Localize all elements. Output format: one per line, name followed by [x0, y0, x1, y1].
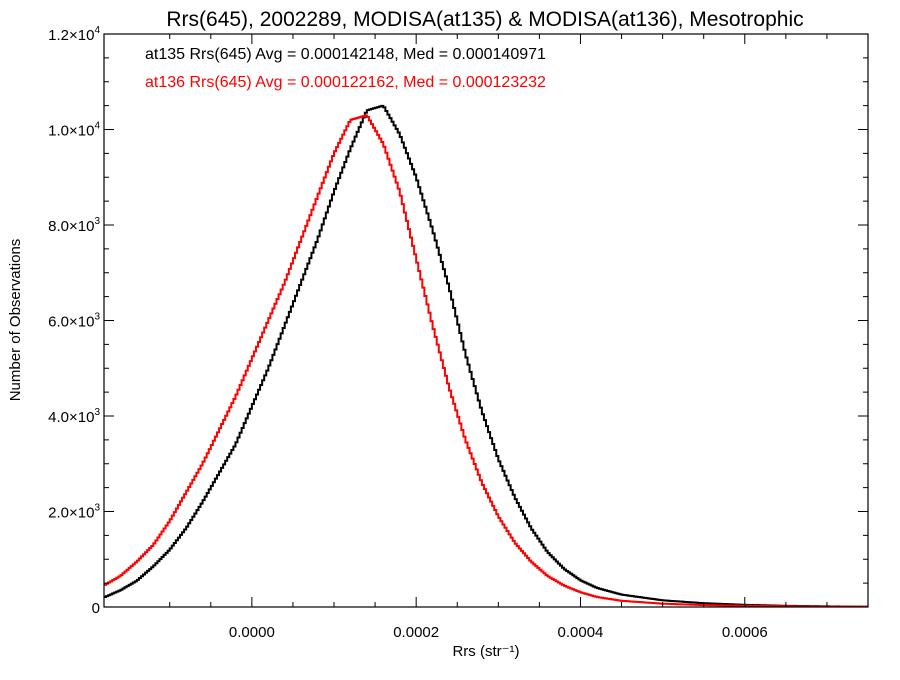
series-line-at136: [104, 114, 868, 607]
x-tick-label: 0.0002: [393, 624, 439, 641]
legend-entry-at135: at135 Rrs(645) Avg = 0.000142148, Med = …: [145, 46, 546, 63]
y-tick-label: 1.0×104: [48, 121, 100, 140]
y-tick-label: 8.0×103: [48, 216, 100, 235]
y-tick-label: 2.0×103: [48, 503, 100, 522]
x-tick-label: 0.0006: [722, 624, 768, 641]
y-tick-label: 1.2×104: [48, 25, 100, 44]
chart-title: Rrs(645), 2002289, MODISA(at135) & MODIS…: [166, 8, 803, 31]
x-axis-label: Rrs (str⁻¹): [452, 643, 519, 660]
y-tick-label: 0: [92, 600, 100, 617]
legend-entry-at136: at136 Rrs(645) Avg = 0.000122162, Med = …: [145, 74, 546, 91]
x-tick-label: 0.0000: [229, 624, 275, 641]
y-tick-label: 4.0×103: [48, 407, 100, 426]
legend: at135 Rrs(645) Avg = 0.000142148, Med = …: [145, 46, 546, 91]
y-tick-label: 6.0×103: [48, 312, 100, 331]
x-tick-label: 0.0004: [558, 624, 604, 641]
series-line-at135: [104, 104, 868, 607]
y-axis-label: Number of Observations: [7, 239, 24, 402]
